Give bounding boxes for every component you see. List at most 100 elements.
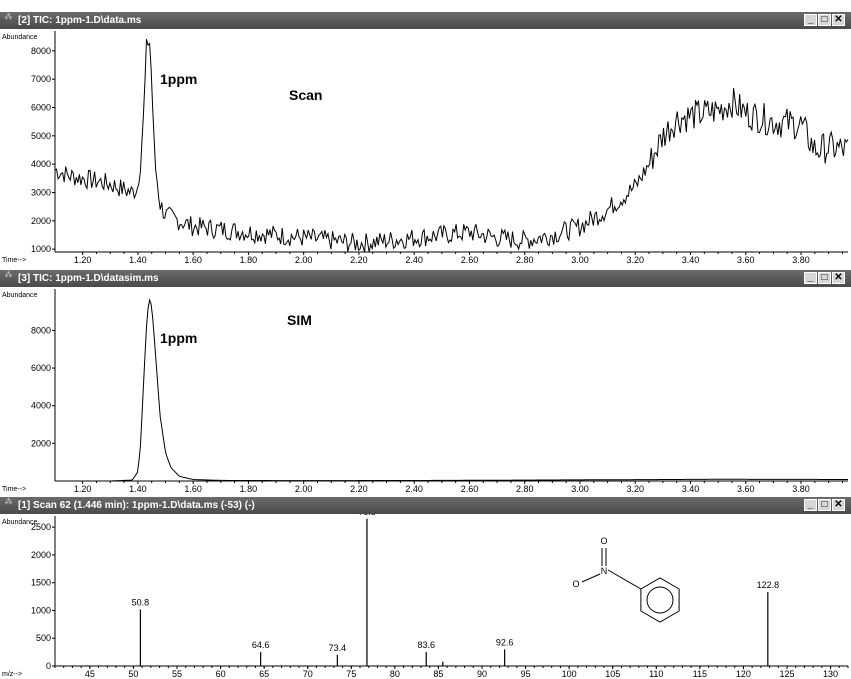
x-tick-label: 3.40 xyxy=(682,255,700,263)
maximize-button[interactable]: □ xyxy=(818,14,831,26)
x-tick-label: 2.20 xyxy=(350,484,368,492)
peak-annotation: 1ppm xyxy=(160,330,197,346)
y-tick-label: 6000 xyxy=(31,103,51,113)
y-tick-label: 500 xyxy=(36,633,51,643)
nitrobenzene-structure: O N O xyxy=(572,536,680,623)
x-tick-label: 2.60 xyxy=(461,484,479,492)
y-tick-label: 4000 xyxy=(31,159,51,169)
x-tick-label: 3.80 xyxy=(792,484,810,492)
peak-label: 50.8 xyxy=(132,597,150,607)
window-title: [2] TIC: 1ppm-1.D\data.ms xyxy=(18,15,142,26)
x-tick-label: 45 xyxy=(85,669,95,679)
y-tick-label: 2500 xyxy=(31,522,51,532)
x-axis-label: Time--> xyxy=(2,257,26,263)
minimize-button[interactable]: _ xyxy=(804,14,817,26)
tic-sim-chart[interactable]: Abundance Time--> 2000 4000 6000 8000 1.20 1.40… xyxy=(0,287,851,492)
y-tick-label: 8000 xyxy=(31,46,51,56)
y-tick-label: 3000 xyxy=(31,188,51,198)
y-tick-label: 0 xyxy=(46,661,51,671)
peak-label: 76.8 xyxy=(358,514,376,517)
tic-scan-chart[interactable]: Abundance Time--> 1000 2000 3000 4000 5000 6000… xyxy=(0,29,851,263)
x-tick-label: 3.60 xyxy=(737,255,755,263)
x-tick-label: 3.60 xyxy=(737,484,755,492)
x-tick-label: 1.80 xyxy=(240,255,258,263)
tic-scan-window: ⁂ [2] TIC: 1ppm-1.D\data.ms _ □ ✕ Abunda… xyxy=(0,12,851,263)
x-tick-label: 60 xyxy=(216,669,226,679)
x-tick-label: 115 xyxy=(693,669,707,679)
y-axis-label: Abundance xyxy=(2,292,38,299)
x-tick-label: 65 xyxy=(259,669,269,679)
x-tick-label: 2.80 xyxy=(516,255,534,263)
peak-annotation: 1ppm xyxy=(160,71,197,87)
title-bar[interactable]: ⁂ [2] TIC: 1ppm-1.D\data.ms _ □ ✕ xyxy=(0,12,851,29)
minimize-button[interactable]: _ xyxy=(804,499,817,511)
title-bar[interactable]: ⁂ [1] Scan 62 (1.446 min): 1ppm-1.D\data… xyxy=(0,497,851,514)
bond-line xyxy=(581,573,601,583)
window-title: [3] TIC: 1ppm-1.D\datasim.ms xyxy=(18,273,159,284)
x-tick-label: 3.20 xyxy=(626,484,644,492)
x-tick-label: 1.60 xyxy=(184,255,202,263)
aromatic-circle xyxy=(646,586,674,614)
close-button[interactable]: ✕ xyxy=(832,272,845,284)
mass-spectrum-window: ⁂ [1] Scan 62 (1.446 min): 1ppm-1.D\data… xyxy=(0,497,851,679)
window-title: [1] Scan 62 (1.446 min): 1ppm-1.D\data.m… xyxy=(18,500,255,511)
atom-label: O xyxy=(600,536,607,546)
peak-label: 64.6 xyxy=(252,640,270,650)
maximize-button[interactable]: □ xyxy=(818,272,831,284)
y-tick-label: 7000 xyxy=(31,74,51,84)
x-tick-label: 3.00 xyxy=(571,484,589,492)
x-tick-label: 1.20 xyxy=(74,255,92,263)
x-tick-label: 2.40 xyxy=(405,255,423,263)
x-tick-label: 1.20 xyxy=(74,484,92,492)
x-tick-label: 125 xyxy=(779,669,794,679)
tic-trace xyxy=(54,39,849,253)
chromatogram-icon[interactable]: ⁂ xyxy=(4,270,13,279)
x-tick-label: 3.40 xyxy=(682,484,700,492)
maximize-button[interactable]: □ xyxy=(818,499,831,511)
y-axis-label: Abundance xyxy=(2,34,38,41)
chromatogram-icon[interactable]: ⁂ xyxy=(4,497,13,506)
x-tick-label: 2.00 xyxy=(295,255,313,263)
y-tick-label: 2000 xyxy=(31,438,51,448)
x-axis-label: m/z--> xyxy=(2,671,22,678)
x-tick-label: 2.20 xyxy=(350,255,368,263)
x-tick-label: 3.80 xyxy=(792,255,810,263)
title-bar[interactable]: ⁂ [3] TIC: 1ppm-1.D\datasim.ms _ □ ✕ xyxy=(0,270,851,287)
x-tick-label: 70 xyxy=(303,669,313,679)
x-tick-label: 95 xyxy=(521,669,531,679)
tic-sim-window: ⁂ [3] TIC: 1ppm-1.D\datasim.ms _ □ ✕ Abu… xyxy=(0,270,851,492)
x-tick-label: 120 xyxy=(736,669,751,679)
chromatogram-icon[interactable]: ⁂ xyxy=(4,12,13,21)
x-tick-label: 110 xyxy=(649,669,663,679)
x-axis-label: Time--> xyxy=(2,486,26,492)
x-tick-label: 50 xyxy=(128,669,138,679)
close-button[interactable]: ✕ xyxy=(832,499,845,511)
x-tick-label: 1.40 xyxy=(129,484,147,492)
peak-label: 73.4 xyxy=(329,643,347,653)
y-tick-label: 2000 xyxy=(31,216,51,226)
x-tick-label: 55 xyxy=(172,669,182,679)
minimize-button[interactable]: _ xyxy=(804,272,817,284)
x-tick-label: 2.60 xyxy=(461,255,479,263)
x-tick-label: 105 xyxy=(605,669,620,679)
mass-spectrum-chart[interactable]: Abundance m/z--> 0 500 1000 1500 2000 2500 45 50 5… xyxy=(0,514,851,679)
atom-label: N xyxy=(601,566,608,576)
x-tick-label: 3.20 xyxy=(626,255,644,263)
peak-label: 83.6 xyxy=(417,640,435,650)
peak-label: 92.6 xyxy=(496,637,514,647)
x-tick-label: 75 xyxy=(346,669,356,679)
y-axis-label: Abundance xyxy=(2,519,38,526)
x-tick-label: 130 xyxy=(823,669,838,679)
tic-trace xyxy=(55,298,848,482)
y-tick-label: 1000 xyxy=(31,605,51,615)
y-tick-label: 4000 xyxy=(31,401,51,411)
x-tick-label: 2.80 xyxy=(516,484,534,492)
bond-line xyxy=(607,569,642,590)
y-tick-label: 1500 xyxy=(31,578,51,588)
peak-annotation: SIM xyxy=(287,312,312,328)
y-tick-label: 2000 xyxy=(31,550,51,560)
close-button[interactable]: ✕ xyxy=(832,14,845,26)
y-tick-label: 1000 xyxy=(31,244,51,254)
peak-annotation: Scan xyxy=(289,87,322,103)
x-tick-label: 100 xyxy=(562,669,577,679)
